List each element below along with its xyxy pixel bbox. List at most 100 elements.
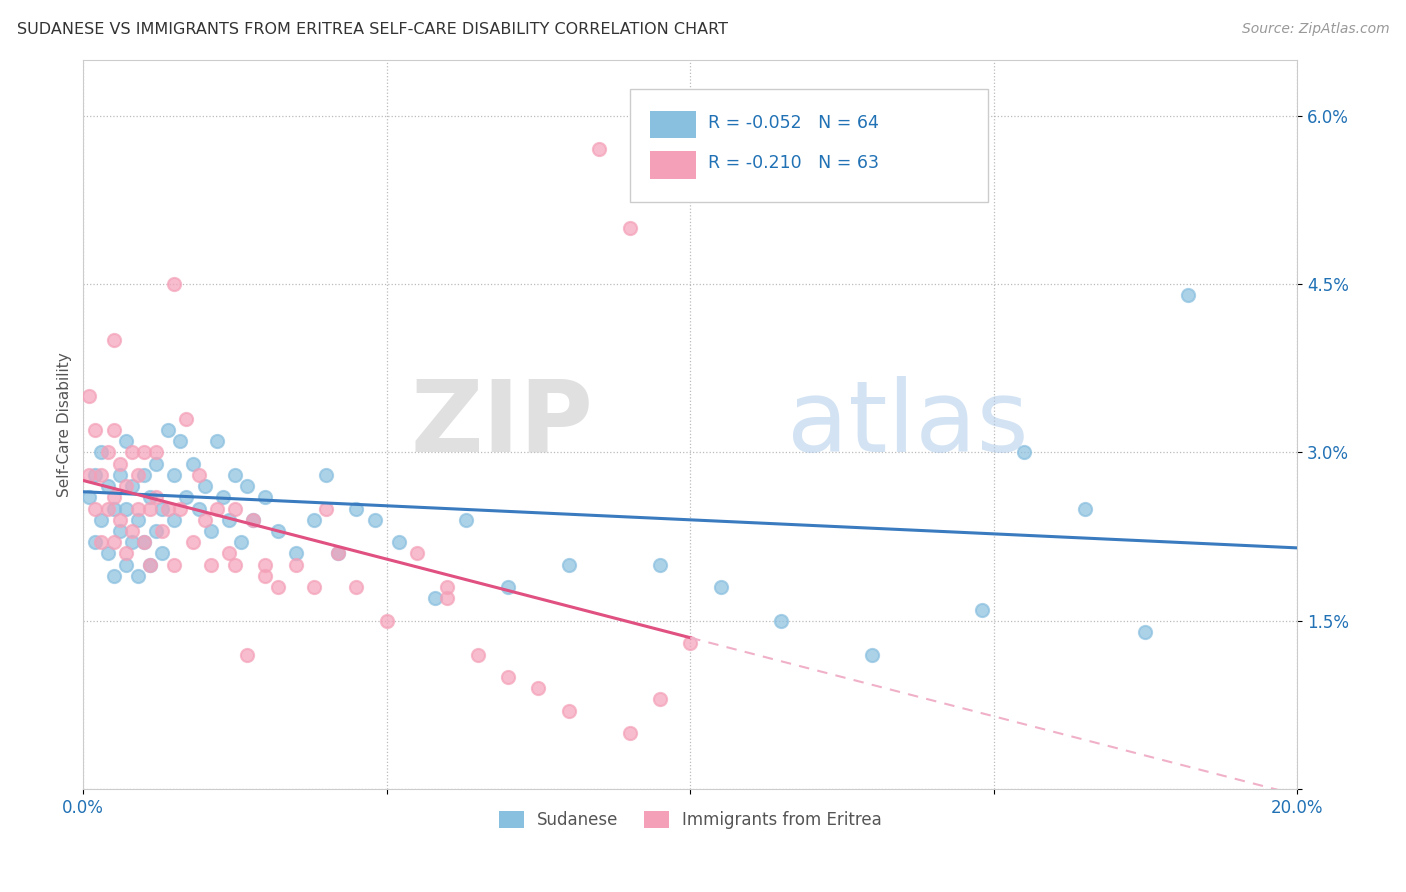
Point: [103, 491, 125, 505]
Point: [436, 591, 458, 606]
Point: [90, 513, 112, 527]
Point: [254, 569, 277, 583]
Point: [103, 501, 125, 516]
Point: [108, 513, 131, 527]
Point: [114, 434, 136, 449]
Point: [467, 648, 489, 662]
Text: atlas: atlas: [787, 376, 1029, 473]
Point: [344, 580, 367, 594]
Point: [218, 547, 240, 561]
Point: [328, 547, 350, 561]
Text: Source: ZipAtlas.com: Source: ZipAtlas.com: [1241, 22, 1389, 37]
Point: [132, 535, 155, 549]
Point: [344, 501, 367, 516]
Point: [114, 547, 136, 561]
Point: [139, 558, 162, 572]
Point: [200, 558, 222, 572]
Point: [187, 467, 209, 482]
Point: [114, 479, 136, 493]
Point: [266, 580, 288, 594]
Point: [236, 648, 259, 662]
Point: [200, 524, 222, 538]
Point: [970, 602, 993, 616]
Text: R = -0.052   N = 64: R = -0.052 N = 64: [709, 114, 879, 132]
Point: [108, 467, 131, 482]
FancyBboxPatch shape: [650, 151, 696, 178]
Point: [114, 501, 136, 516]
Point: [224, 558, 246, 572]
FancyBboxPatch shape: [650, 111, 696, 138]
Point: [139, 558, 162, 572]
Point: [315, 467, 337, 482]
Point: [242, 513, 264, 527]
Point: [266, 524, 288, 538]
Point: [79, 389, 101, 403]
Point: [558, 704, 581, 718]
Point: [187, 501, 209, 516]
Point: [90, 535, 112, 549]
Point: [97, 479, 120, 493]
Point: [254, 491, 277, 505]
Point: [127, 513, 149, 527]
Point: [284, 558, 307, 572]
Point: [302, 513, 325, 527]
Point: [121, 535, 143, 549]
Point: [406, 547, 429, 561]
Point: [84, 535, 107, 549]
Point: [108, 524, 131, 538]
Point: [619, 726, 641, 740]
Point: [132, 535, 155, 549]
Point: [103, 423, 125, 437]
Point: [1135, 625, 1157, 640]
Point: [163, 558, 186, 572]
Point: [127, 569, 149, 583]
Point: [145, 524, 167, 538]
Point: [388, 535, 411, 549]
Point: [375, 614, 398, 628]
Y-axis label: Self-Care Disability: Self-Care Disability: [58, 352, 72, 497]
Point: [169, 434, 191, 449]
Point: [363, 513, 385, 527]
Point: [194, 479, 217, 493]
Point: [194, 513, 217, 527]
Point: [181, 535, 204, 549]
Point: [90, 445, 112, 459]
Point: [588, 142, 610, 156]
Point: [84, 467, 107, 482]
Point: [205, 434, 228, 449]
FancyBboxPatch shape: [630, 89, 987, 202]
Point: [224, 501, 246, 516]
Point: [121, 524, 143, 538]
Point: [121, 445, 143, 459]
Point: [236, 479, 259, 493]
Point: [84, 423, 107, 437]
Point: [127, 467, 149, 482]
Point: [97, 445, 120, 459]
Point: [496, 580, 519, 594]
Point: [145, 457, 167, 471]
Point: [1073, 501, 1095, 516]
Point: [169, 501, 191, 516]
Point: [284, 547, 307, 561]
Point: [176, 412, 198, 426]
Point: [315, 501, 337, 516]
Point: [176, 491, 198, 505]
Point: [97, 547, 120, 561]
Text: SUDANESE VS IMMIGRANTS FROM ERITREA SELF-CARE DISABILITY CORRELATION CHART: SUDANESE VS IMMIGRANTS FROM ERITREA SELF…: [17, 22, 728, 37]
Point: [150, 547, 173, 561]
Point: [527, 681, 550, 696]
Point: [157, 423, 180, 437]
Point: [229, 535, 252, 549]
Point: [181, 457, 204, 471]
Point: [79, 467, 101, 482]
Point: [163, 467, 186, 482]
Point: [139, 501, 162, 516]
Point: [145, 445, 167, 459]
Point: [163, 277, 186, 291]
Point: [145, 491, 167, 505]
Point: [709, 580, 731, 594]
Point: [150, 524, 173, 538]
Point: [218, 513, 240, 527]
Point: [132, 445, 155, 459]
Point: [425, 591, 447, 606]
